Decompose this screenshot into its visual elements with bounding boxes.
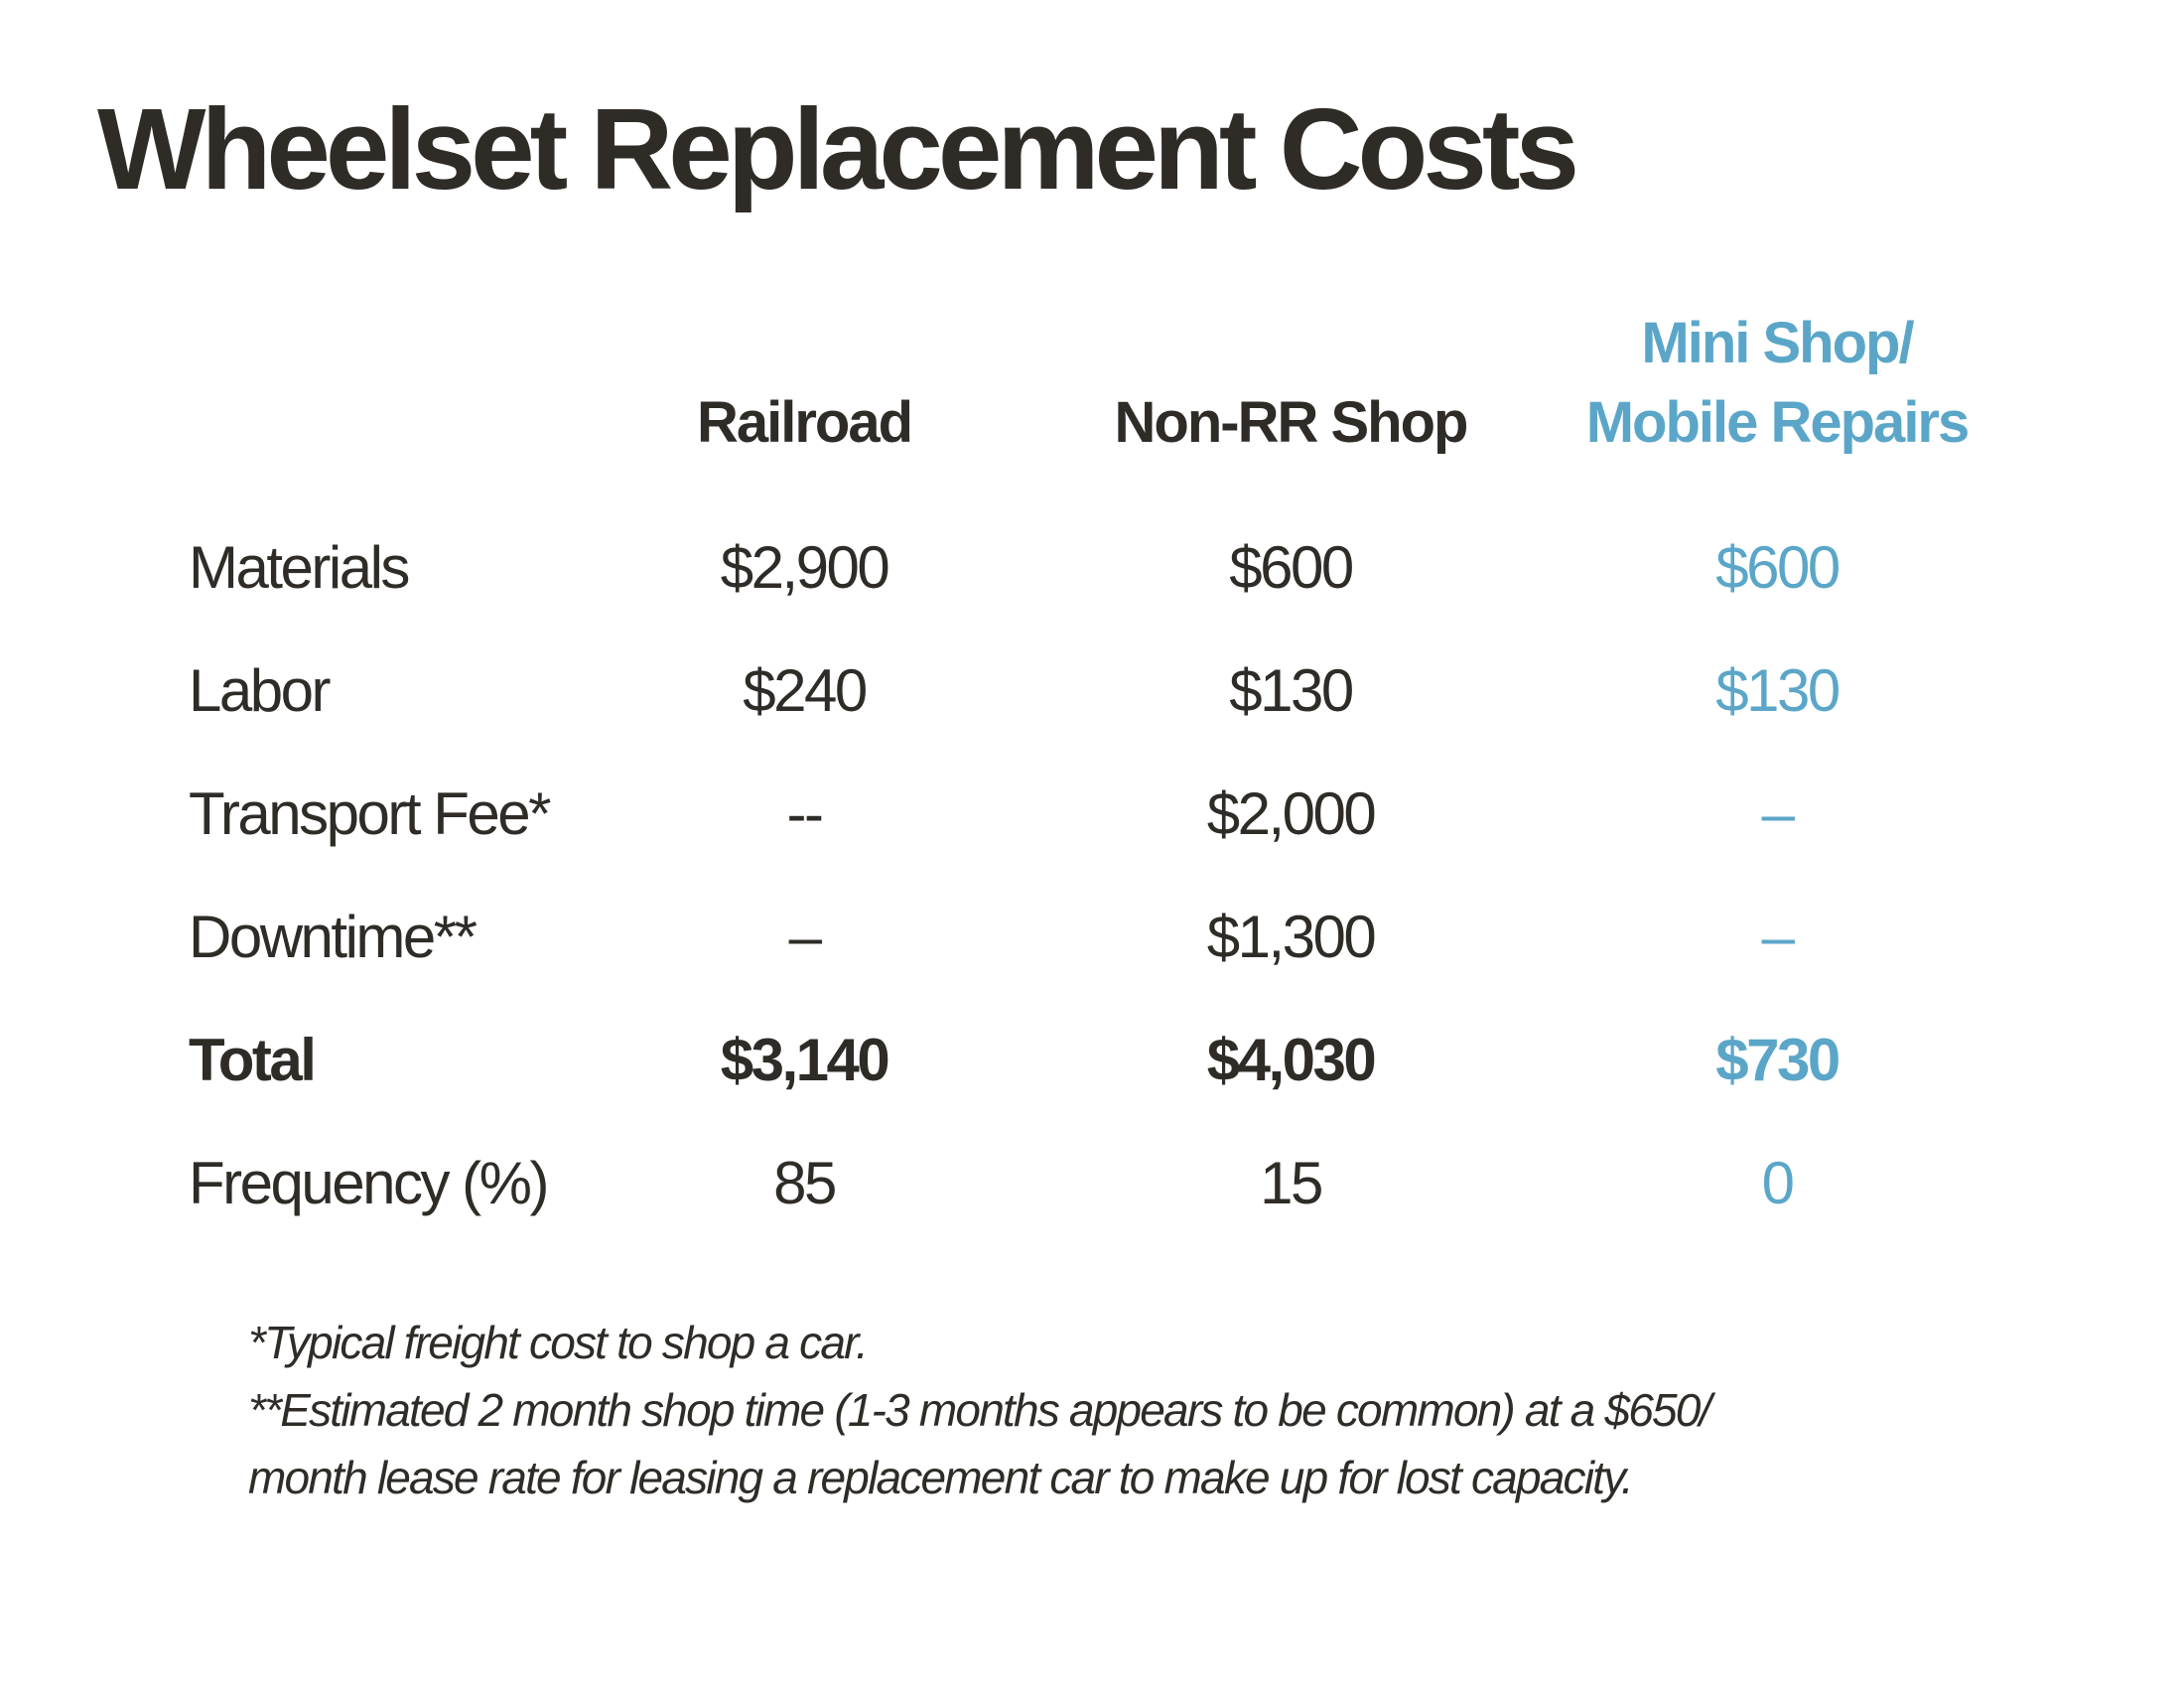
row-label: Downtime** bbox=[189, 904, 478, 970]
cell-non-rr-shop: $600 bbox=[1229, 534, 1354, 601]
table-row-downtime: Downtime** – $1,300 – bbox=[0, 888, 2184, 987]
table-row-materials: Materials $2,900 $600 $600 bbox=[0, 518, 2184, 618]
footnote-downtime-line2: month lease rate for leasing a replaceme… bbox=[248, 1452, 1634, 1503]
cell-railroad: $3,140 bbox=[720, 1027, 890, 1093]
column-header-mini-shop-line1: Mini Shop/ bbox=[1641, 311, 1914, 375]
cell-non-rr-shop: 15 bbox=[1260, 1150, 1323, 1216]
cell-mini-shop: 0 bbox=[1761, 1150, 1795, 1216]
cell-non-rr-shop: $1,300 bbox=[1206, 904, 1377, 970]
cell-railroad: $2,900 bbox=[720, 534, 890, 601]
footnote-transport: *Typical freight cost to shop a car. bbox=[248, 1317, 869, 1368]
page-title: Wheelset Replacement Costs bbox=[97, 84, 1579, 213]
column-header-mini-shop: Mini Shop/ Mobile Repairs bbox=[1529, 304, 2025, 463]
cell-railroad: 85 bbox=[773, 1150, 837, 1216]
cell-mini-shop: – bbox=[1761, 904, 1795, 970]
cell-mini-shop: – bbox=[1761, 780, 1795, 847]
table-row-labor: Labor $240 $130 $130 bbox=[0, 641, 2184, 741]
row-label: Frequency (%) bbox=[189, 1150, 549, 1216]
cell-railroad: – bbox=[788, 904, 822, 970]
column-header-non-rr-shop: Non-RR Shop bbox=[1114, 390, 1469, 455]
cell-non-rr-shop: $2,000 bbox=[1206, 780, 1377, 847]
cell-non-rr-shop: $4,030 bbox=[1206, 1027, 1377, 1093]
cell-mini-shop: $130 bbox=[1715, 657, 1841, 724]
row-label: Materials bbox=[189, 534, 410, 601]
row-label: Total bbox=[189, 1027, 317, 1093]
cell-railroad: $240 bbox=[743, 657, 868, 724]
column-header-mini-shop-line2: Mobile Repairs bbox=[1585, 390, 1971, 455]
table-row-transport-fee: Transport Fee* -- $2,000 – bbox=[0, 765, 2184, 864]
cell-non-rr-shop: $130 bbox=[1229, 657, 1354, 724]
table-row-frequency: Frequency (%) 85 15 0 bbox=[0, 1134, 2184, 1233]
footnote-downtime-line1: **Estimated 2 month shop time (1-3 month… bbox=[248, 1384, 1711, 1436]
row-label: Transport Fee* bbox=[189, 780, 551, 847]
cell-mini-shop: $730 bbox=[1715, 1027, 1841, 1093]
cell-railroad: -- bbox=[786, 780, 824, 847]
footnotes: *Typical freight cost to shop a car. **E… bbox=[248, 1309, 2055, 1511]
column-header-railroad: Railroad bbox=[696, 390, 913, 455]
table-row-total: Total $3,140 $4,030 $730 bbox=[0, 1011, 2184, 1110]
cell-mini-shop: $600 bbox=[1715, 534, 1841, 601]
row-label: Labor bbox=[189, 657, 331, 724]
